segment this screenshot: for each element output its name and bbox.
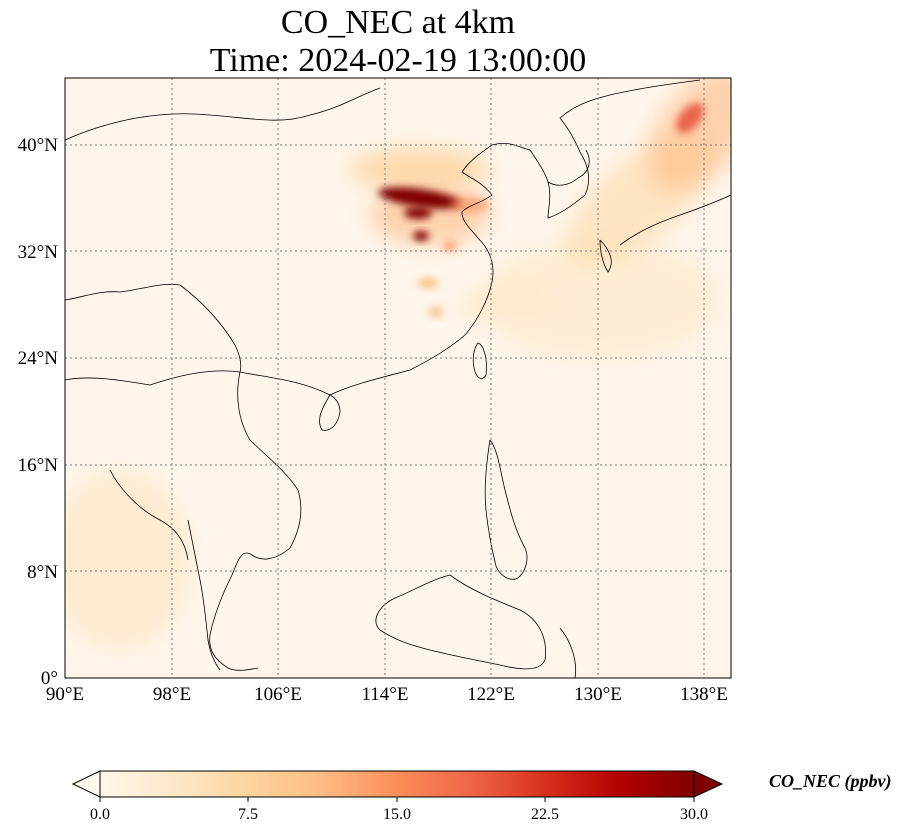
lon-tick-label: 106°E (254, 684, 302, 705)
lon-tick-label: 98°E (153, 684, 191, 705)
concentration-field (65, 78, 731, 650)
colorbar-tick-label: 22.5 (531, 806, 559, 823)
lat-tick-label: 32°N (18, 242, 59, 263)
lon-tick-label: 90°E (46, 684, 84, 705)
lon-tick-label: 130°E (574, 684, 622, 705)
colorbar-label: CO_NEC (ppbv) (769, 771, 892, 791)
map-frame (64, 77, 732, 679)
map-title: CO_NEC at 4km (280, 4, 516, 41)
colorbar-tick-label: 15.0 (383, 806, 411, 823)
colorbar (71, 770, 724, 802)
lat-tick-label: 24°N (18, 348, 59, 369)
lon-tick-label: 138°E (680, 684, 728, 705)
map-time: Time: 2024-02-19 13:00:00 (209, 42, 587, 79)
colorbar-gradient (99, 770, 695, 798)
colorbar-max-arrow (693, 770, 724, 798)
colorbar-tick-label: 30.0 (680, 806, 708, 823)
lat-tick-label: 16°N (18, 455, 59, 476)
lon-tick-label: 122°E (467, 684, 515, 705)
colorbar-tick-label: 0.0 (90, 806, 110, 823)
lon-tick-label: 114°E (362, 684, 409, 705)
coastlines (65, 79, 731, 678)
lat-tick-label: 8°N (27, 562, 58, 583)
colorbar-tick-label: 7.5 (238, 806, 258, 823)
axis-labels: 90°E 98°E 106°E 114°E 122°E 130°E 138°E … (18, 135, 728, 705)
lat-tick-label: 40°N (18, 135, 59, 156)
gridlines (65, 78, 731, 678)
colorbar-min-arrow (71, 770, 101, 798)
lat-tick-label: 0° (41, 668, 58, 689)
